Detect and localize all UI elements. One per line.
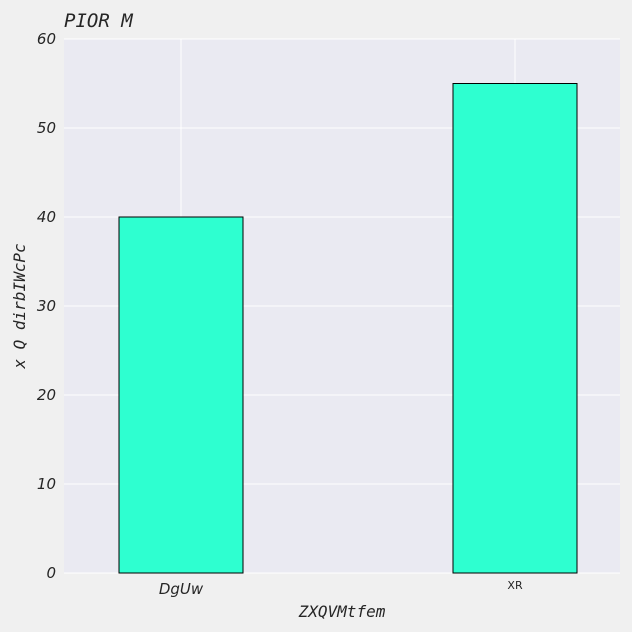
y-tick-label: 50 <box>37 119 56 137</box>
x-tick-labels: DgUw XR <box>159 579 523 598</box>
y-axis-label: x Q dirbIWcPc <box>10 243 29 369</box>
x-axis-label: ZXQVMtfem <box>298 602 386 621</box>
y-tick-labels: 0 10 20 30 40 50 60 <box>37 30 56 582</box>
bar-XR <box>452 83 578 574</box>
y-tick-label: 60 <box>37 30 56 48</box>
bars <box>118 83 578 574</box>
y-tick-label: 30 <box>37 297 56 315</box>
x-tick-label: DgUw <box>159 580 204 598</box>
y-tick-label: 40 <box>37 208 56 226</box>
y-tick-label: 10 <box>37 475 56 493</box>
x-tick-label: XR <box>507 579 523 592</box>
bar-DgUw <box>118 216 244 574</box>
y-tick-label: 0 <box>46 564 56 582</box>
chart-title: PIOR M <box>64 10 133 32</box>
y-tick-label: 20 <box>37 386 56 404</box>
